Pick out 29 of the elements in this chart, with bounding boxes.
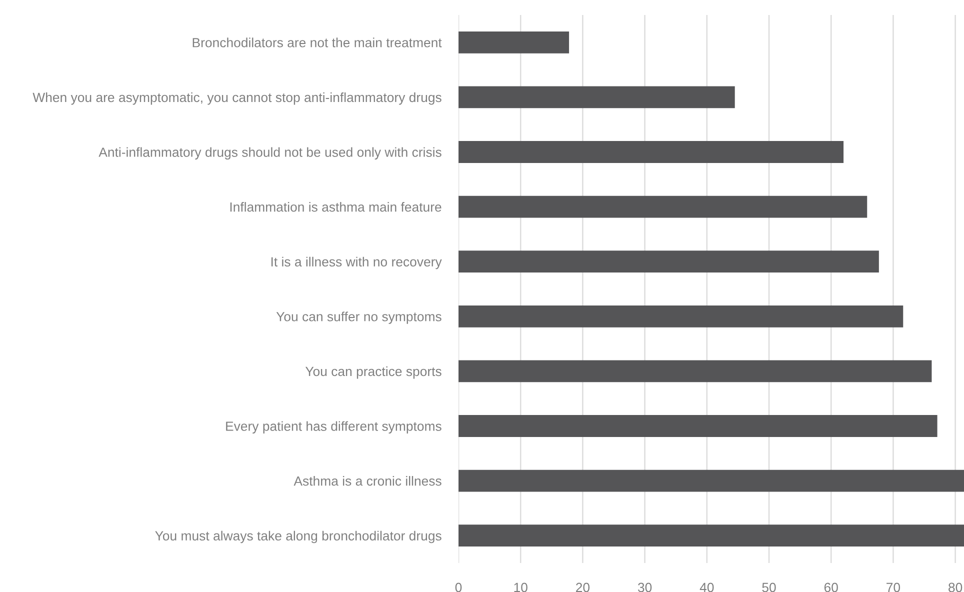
bar xyxy=(458,305,904,328)
y-tick-label: Inflammation is asthma main feature xyxy=(230,202,442,212)
y-tick-label: Asthma is a cronic illness xyxy=(294,476,442,486)
x-tick-label: 60 xyxy=(824,582,838,592)
bar xyxy=(458,196,868,218)
y-tick-label: You can suffer no symptoms xyxy=(276,312,442,324)
bar xyxy=(458,524,964,547)
bar xyxy=(458,250,879,273)
y-tick-label: When you are asymptomatic, you cannot stop anti-inflammatory drugs xyxy=(32,92,442,105)
bar xyxy=(458,31,570,54)
y-tick-label: Anti-inflammatory drugs should not be used only with crisis xyxy=(98,147,442,160)
bar xyxy=(458,470,964,492)
y-tick-label: You can practice sports xyxy=(305,366,442,379)
x-tick-label: 20 xyxy=(576,582,590,592)
y-tick-label: Every patient has different symptoms xyxy=(226,421,442,434)
y-tick-label: It is a illness with no recovery xyxy=(271,256,442,270)
x-tick-label: 0 xyxy=(455,582,462,592)
x-tick-label: 70 xyxy=(886,582,900,592)
bar xyxy=(458,415,938,437)
bar xyxy=(458,360,932,382)
bar xyxy=(458,141,844,163)
x-tick-label: 80 xyxy=(948,582,962,592)
y-tick-label: Bronchodilators are not the main treatment xyxy=(192,38,442,48)
y-tick-label: You must always take along bronchodilator drugs xyxy=(155,530,442,544)
x-tick-label: 50 xyxy=(762,582,776,592)
x-tick-label: 10 xyxy=(514,582,528,592)
x-tick-label: 30 xyxy=(638,582,652,592)
bar xyxy=(458,86,735,108)
x-tick-label: 40 xyxy=(700,582,714,592)
